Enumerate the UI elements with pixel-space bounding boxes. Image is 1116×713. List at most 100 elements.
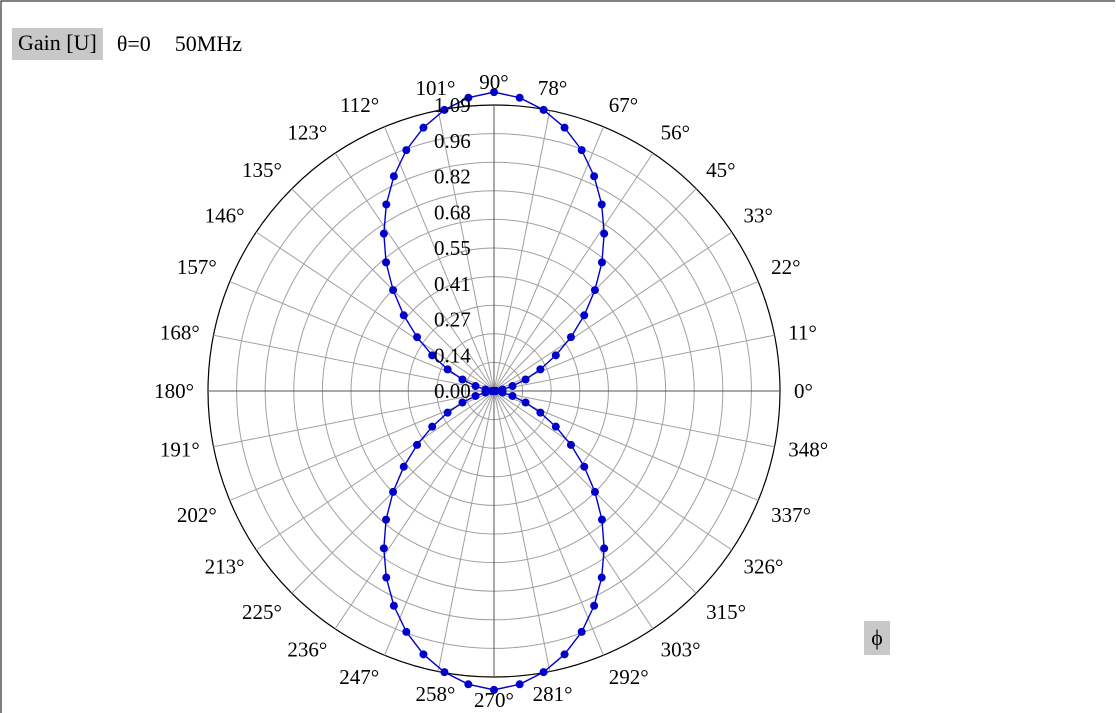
grid-spoke [493, 390, 759, 501]
gain-point [413, 333, 422, 342]
gain-point [419, 650, 428, 659]
angle-tick-label: 281° [533, 682, 573, 706]
grid-spoke [255, 231, 495, 392]
grid-spoke [493, 390, 551, 672]
grid-spoke [229, 390, 495, 501]
angle-tick-label: 135° [242, 158, 282, 182]
radial-tick-label: 0.41 [434, 272, 471, 296]
gain-point [580, 462, 589, 471]
gain-point [551, 351, 560, 360]
theta-label: θ=0 [116, 31, 151, 56]
gain-point [382, 200, 391, 209]
grid-spoke [493, 390, 654, 630]
gain-point [458, 398, 467, 407]
gain-point [560, 650, 569, 659]
grid-spoke [334, 152, 495, 392]
gain-point [515, 680, 524, 689]
radial-tick-label: 0.27 [434, 308, 471, 332]
gain-point [560, 123, 569, 132]
grid-spoke [229, 281, 495, 392]
radial-tick-label: 0.00 [434, 379, 471, 403]
gain-point [389, 601, 398, 610]
gain-point [597, 258, 606, 267]
gain-point [536, 365, 545, 374]
angle-tick-label: 45° [706, 158, 735, 182]
gain-point [590, 286, 599, 295]
gain-point [597, 573, 606, 582]
angle-tick-label: 326° [743, 555, 783, 579]
gain-point [539, 105, 548, 114]
grid-spoke [384, 390, 495, 656]
angle-tick-label: 33° [743, 203, 772, 227]
gain-point [428, 351, 437, 360]
grid-spoke [493, 152, 654, 392]
gain-point [492, 387, 501, 396]
gain-point [379, 544, 388, 553]
grid-spoke [437, 390, 495, 672]
gain-series [379, 88, 609, 694]
gain-point [382, 515, 391, 524]
angle-tick-label: 157° [177, 255, 217, 279]
angle-tick-label: 168° [160, 320, 200, 344]
radial-tick-label: 0.55 [434, 236, 471, 260]
gain-point [402, 146, 411, 155]
angle-tick-label: 337° [771, 503, 811, 527]
gain-point [382, 258, 391, 267]
radial-tick-labels: 0.00 0.14 0.27 0.41 0.55 0.68 0.82 0.96 1.09 [434, 93, 471, 403]
grid-spoke [255, 390, 495, 551]
gain-point [597, 200, 606, 209]
gain-point [419, 123, 428, 132]
gain-point [464, 93, 473, 102]
gain-point [521, 398, 530, 407]
gain-point [399, 311, 408, 320]
grid-spoke [213, 390, 495, 448]
gain-point [440, 668, 449, 677]
angle-tick-label: 315° [706, 600, 746, 624]
grid-spoke [384, 126, 495, 392]
gain-point [389, 172, 398, 181]
angle-tick-label: 258° [416, 682, 456, 706]
gain-point [490, 88, 498, 97]
grid-spoke [213, 334, 495, 392]
gain-unit-label[interactable]: Gain [U] [12, 28, 103, 60]
angle-tick-label: 67° [609, 93, 638, 117]
angle-tick-label: 78° [538, 76, 567, 100]
gain-point [379, 229, 388, 238]
gain-point [515, 93, 524, 102]
radial-tick-label: 1.09 [434, 93, 471, 117]
gain-point [481, 388, 490, 397]
angle-tick-label: 348° [788, 438, 828, 462]
angle-tick-label: 202° [177, 503, 217, 527]
gain-point [536, 408, 545, 417]
angle-tick-label: 56° [661, 121, 690, 145]
angle-tick-label: 146° [205, 203, 245, 227]
phi-axis-label[interactable]: ϕ [864, 621, 890, 655]
gain-point [428, 422, 437, 431]
gain-point [600, 544, 609, 553]
radial-tick-label: 0.14 [434, 343, 471, 367]
grid-spoke [493, 390, 733, 551]
gain-point [440, 105, 449, 114]
angle-tick-label: 112° [340, 93, 379, 117]
gain-point [521, 375, 530, 384]
gain-point [498, 388, 507, 397]
angle-tick-label: 303° [661, 637, 701, 661]
grid-spoke [334, 390, 495, 630]
gain-point [566, 440, 575, 449]
gain-point [443, 408, 452, 417]
gain-point [490, 685, 498, 694]
angle-tick-label: 292° [609, 665, 649, 689]
frequency-label: 50MHz [174, 31, 242, 56]
gain-point [389, 286, 398, 295]
gain-point [577, 627, 586, 636]
radial-tick-label: 0.68 [434, 200, 471, 224]
gain-point [590, 487, 599, 496]
radial-tick-label: 0.82 [434, 165, 471, 189]
angle-tick-label: 247° [339, 665, 379, 689]
gain-point [471, 382, 480, 391]
gain-point [443, 365, 452, 374]
gain-point [508, 382, 517, 391]
grid-spoke [493, 281, 759, 392]
gain-point [508, 391, 517, 400]
